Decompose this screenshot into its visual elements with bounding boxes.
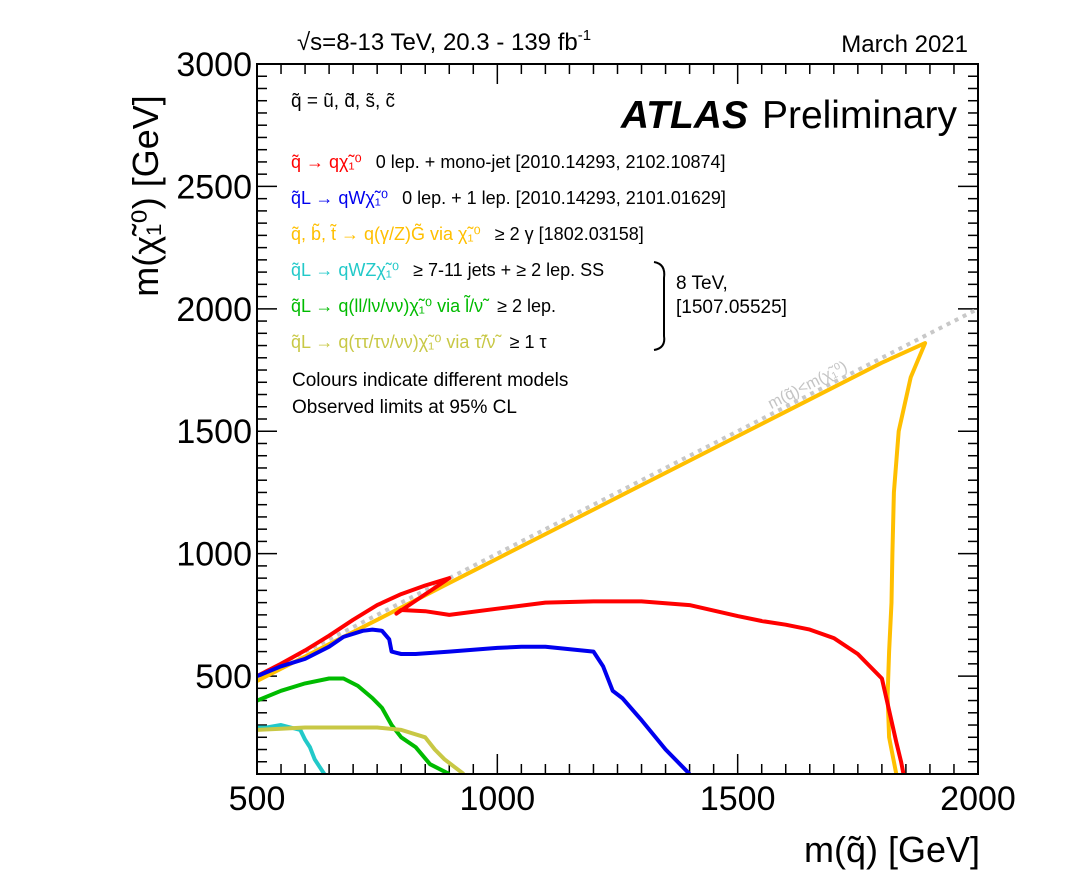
legend-process: q̃L → qWZχ̃₁⁰ <box>291 260 399 280</box>
legend-entry: q̃L → qWχ̃₁⁰ 0 lep. + 1 lep. [2010.14293,… <box>291 188 726 208</box>
x-tick-label: 2000 <box>940 780 1016 818</box>
contour-2 <box>257 627 692 774</box>
legend-entry: q̃L → q(ττ/τν/νν)χ̃₁⁰ via τ̃/ν̃ ≥ 1 τ <box>291 332 547 352</box>
legend-entry: q̃, b̃, t̃ → q(γ/Z)G̃ via χ̃₁⁰ ≥ 2 γ [180… <box>291 223 644 244</box>
note-colours: Colours indicate different models <box>292 370 568 391</box>
axis-tick-labels: 500 1000 1500 2000 500 1000 1500 2000 2500 3000 <box>176 46 1015 818</box>
legend-analysis: ≥ 7-11 jets + ≥ 2 lep. SS <box>413 260 604 280</box>
legend-analysis: ≥ 2 lep. <box>497 296 556 316</box>
legend-process: q̃L → q(ll/lν/νν)χ̃₁⁰ via l̃/ν̃ <box>291 295 490 316</box>
x-tick-label: 1500 <box>700 780 776 818</box>
bracket-note-line1: 8 TeV, <box>676 273 728 294</box>
x-tick-label: 500 <box>229 780 286 818</box>
legend-process: q̃L → q(ττ/τν/νν)χ̃₁⁰ via τ̃/ν̃ <box>291 332 503 352</box>
y-tick-label: 2500 <box>176 168 252 206</box>
exclusion-contours <box>257 341 928 774</box>
y-tick-label: 500 <box>195 658 252 696</box>
y-axis-title: m(χ̃₁⁰) [GeV] <box>125 95 166 296</box>
contour-1 <box>257 576 906 774</box>
y-tick-label: 3000 <box>176 46 252 84</box>
y-tick-label: 1000 <box>176 536 252 574</box>
legend-analysis: ≥ 1 τ <box>510 332 547 352</box>
squark-definition: q̃ = ũ, d̃, s̃, c̃ <box>291 91 395 112</box>
energy-lumi-label: √s=8-13 TeV, 20.3 - 139 fb-1 <box>297 27 591 56</box>
legend-entry: q̃L → qWZχ̃₁⁰ ≥ 7-11 jets + ≥ 2 lep. SS <box>291 260 604 280</box>
experiment-label: ATLAS Preliminary <box>620 94 958 137</box>
contour-4 <box>257 723 326 774</box>
legend-analysis: 0 lep. + 1 lep. [2010.14293, 2101.01629] <box>402 188 726 208</box>
legend-entry: q̃L → q(ll/lν/νν)χ̃₁⁰ via l̃/ν̃ ≥ 2 lep. <box>291 295 556 316</box>
contour-0 <box>257 341 928 774</box>
legend-entry: q̃ → qχ̃₁⁰ 0 lep. + mono-jet [2010.14293,… <box>291 152 726 172</box>
legend-process: q̃L → qWχ̃₁⁰ <box>291 188 388 208</box>
x-axis-title: m(q̃) [GeV] <box>804 829 980 870</box>
legend-analysis: ≥ 2 γ [1802.03158] <box>495 224 644 244</box>
kinematic-limit-line <box>257 307 978 678</box>
bracket-note-line2: [1507.05525] <box>676 297 787 318</box>
y-tick-label: 2000 <box>176 291 252 329</box>
y-tick-label: 1500 <box>176 413 252 451</box>
x-tick-label: 1000 <box>460 780 536 818</box>
legend-bracket <box>653 261 666 351</box>
contour-5 <box>257 725 465 774</box>
legend-process: q̃, b̃, t̃ → q(γ/Z)G̃ via χ̃₁⁰ <box>291 223 481 244</box>
legend-process: q̃ → qχ̃₁⁰ <box>291 152 362 172</box>
contour-3 <box>257 676 451 774</box>
date-label: March 2021 <box>841 31 968 58</box>
note-observed: Observed limits at 95% CL <box>292 397 517 418</box>
legend-analysis: 0 lep. + mono-jet [2010.14293, 2102.1087… <box>376 152 726 172</box>
legend: q̃ → qχ̃₁⁰ 0 lep. + mono-jet [2010.14293,… <box>291 152 726 352</box>
plot-frame <box>256 63 979 775</box>
